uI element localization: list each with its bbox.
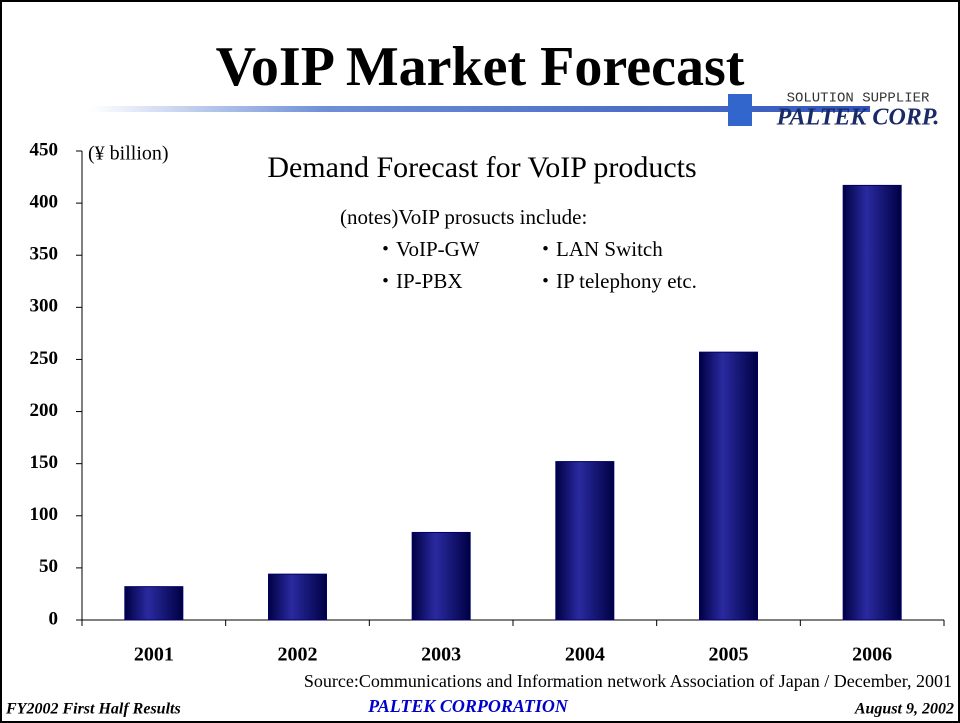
x-tick-label: 2001 (134, 644, 174, 666)
x-tick-label: 2004 (565, 644, 605, 666)
y-tick-label: 0 (49, 608, 59, 629)
note: ・IP-PBX (375, 269, 463, 293)
x-tick-label: 2002 (278, 644, 318, 666)
x-tick-label: 2003 (421, 644, 461, 666)
y-tick-label: 200 (30, 400, 59, 421)
slide-title: VoIP Market Forecast (216, 36, 745, 98)
y-tick-label: 450 (30, 139, 59, 160)
bar (699, 351, 758, 621)
bar (411, 531, 471, 621)
logo-tagline: SOLUTION SUPPLIER (787, 91, 930, 107)
bar (268, 573, 327, 621)
y-tick-label: 150 (30, 452, 59, 473)
note: ・VoIP-GW (375, 237, 480, 261)
x-tick-label: 2006 (852, 644, 892, 666)
y-tick-label: 350 (30, 244, 59, 265)
footer-right: August 9, 2002 (854, 701, 954, 718)
y-tick-label: 400 (30, 191, 59, 212)
note: ・IP telephony etc. (535, 269, 697, 293)
chart-title: Demand Forecast for VoIP products (267, 151, 696, 184)
note: ・LAN Switch (535, 237, 663, 261)
y-tick-label: 250 (30, 348, 59, 369)
y-tick-label: 50 (39, 556, 58, 577)
source: Source:Communications and Information ne… (304, 671, 952, 691)
logo-icon (728, 94, 752, 126)
y-tick-label: 100 (30, 504, 59, 525)
y-tick-label: 300 (30, 296, 59, 317)
bar (124, 586, 184, 621)
notes-heading: (notes)VoIP prosucts include: (340, 205, 587, 229)
bar (842, 184, 902, 621)
bar (555, 461, 615, 621)
x-tick-label: 2005 (709, 644, 749, 666)
footer-left: FY2002 First Half Results (5, 701, 181, 718)
footer-center: PALTEK CORPORATION (367, 696, 569, 716)
y-axis-label: (¥ billion) (88, 143, 169, 165)
logo-name: PALTEK CORP. (776, 105, 940, 131)
title-rule (90, 106, 870, 112)
